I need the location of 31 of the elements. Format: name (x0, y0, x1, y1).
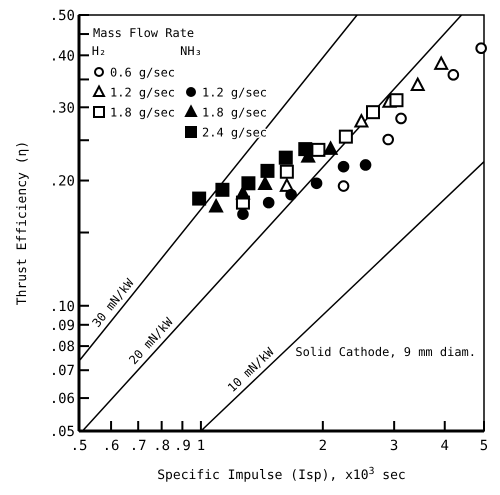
legend-label: 1.8 g/sec (202, 106, 268, 120)
y-tick-label: .20 (50, 174, 75, 190)
x-tick-label: .8 (153, 438, 170, 454)
x-tick-label: .7 (130, 438, 147, 454)
y-tick-label: .07 (50, 363, 75, 380)
y-axis-title: Thrust Efficiency (η) (15, 140, 30, 306)
x-tick-label: .9 (174, 438, 191, 454)
x-tick-label: 1 (196, 438, 206, 454)
legend-label: 1.8 g/sec (110, 106, 176, 120)
annotation: NH₃ (180, 44, 202, 58)
x-tick-label: .5 (70, 438, 88, 454)
y-tick-label: .08 (50, 339, 75, 356)
legend-label: 1.2 g/sec (110, 86, 176, 100)
legend-label: 0.6 g/sec (110, 66, 176, 80)
y-tick-label: .30 (50, 100, 75, 116)
x-tick-label: .6 (102, 438, 120, 454)
annotation: H₂ (92, 44, 106, 58)
x-tick-label: 5 (480, 438, 488, 454)
y-tick-label: .05 (50, 424, 75, 440)
y-tick-label: .50 (50, 8, 75, 24)
legend-label: 1.2 g/sec (202, 86, 268, 100)
legend-title: Mass Flow Rate (93, 26, 194, 40)
y-tick-label: .40 (50, 48, 75, 64)
y-tick-label: .06 (50, 391, 75, 408)
y-tick-label: .09 (50, 318, 75, 334)
x-axis-title: Specific Impulse (Isp), x10$^{3}$ sec (157, 466, 406, 483)
x-tick-label: 3 (390, 438, 398, 454)
x-tick-label: 2 (318, 438, 328, 454)
y-tick-label: .10 (50, 298, 75, 315)
annotation: Solid Cathode, 9 mm diam. (295, 345, 476, 359)
x-tick-label: 4 (440, 438, 449, 454)
